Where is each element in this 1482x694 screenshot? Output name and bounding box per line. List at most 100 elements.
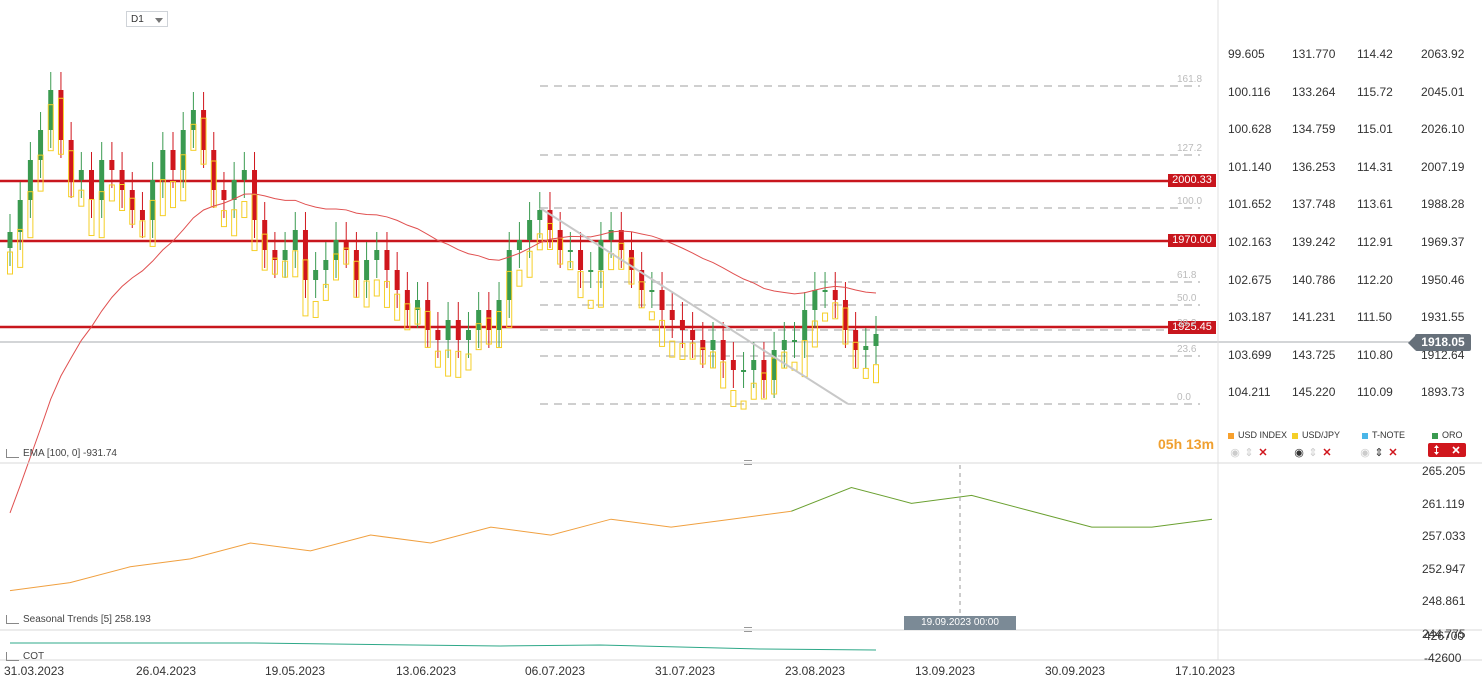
fibonacci-label: 127.2 (1177, 143, 1203, 154)
seasonal-indicator-label[interactable]: Seasonal Trends [5] 258.193 (6, 614, 151, 625)
candle-body (313, 270, 319, 280)
axis-tick-label: 139.242 (1292, 235, 1336, 249)
candle-body (588, 270, 594, 272)
candle-body (201, 110, 207, 150)
usd-jpy-candle (170, 181, 177, 209)
date-tick-label: 23.08.2023 (785, 664, 846, 678)
usd-jpy-candle (730, 390, 737, 408)
axis-tick-label: 102.163 (1228, 235, 1272, 249)
fibonacci-label: 23.6 (1177, 344, 1197, 355)
usd-jpy-candle (659, 319, 666, 347)
candle-body (455, 320, 461, 340)
usd-jpy-candle (475, 323, 482, 351)
current-price-badge: 1918.05 (1408, 334, 1471, 351)
axis-tick-label: 1893.73 (1421, 385, 1465, 400)
candle-body (353, 250, 359, 280)
axis-tick-label: 143.725 (1292, 347, 1336, 362)
level-tag-2[interactable]: 1970.00 (1168, 234, 1216, 247)
usd-jpy-candle (231, 209, 238, 237)
sort-icon[interactable]: ⇕ (1374, 447, 1384, 459)
support-resistance-layer[interactable] (0, 179, 1415, 343)
usd-jpy-candle (333, 253, 340, 281)
axis-tick-label: 140.786 (1292, 272, 1336, 287)
fibonacci-label: 50.0 (1177, 293, 1197, 304)
crosshair-date-tag: 19.09.2023 00:00 (904, 616, 1016, 630)
usd-jpy-candle (577, 271, 584, 299)
axis-tick-label: 100.628 (1228, 122, 1272, 137)
candle-body (628, 250, 634, 270)
candle-body (771, 350, 777, 380)
trend-line (539, 207, 849, 405)
fibonacci-label: 161.8 (1177, 74, 1203, 85)
usd-jpy-candle (17, 228, 24, 268)
axis-tick-label: 252.947 (1422, 561, 1466, 576)
eye-icon[interactable]: ◉ (1294, 447, 1304, 459)
legend-usd-index[interactable]: USD INDEX (1228, 430, 1287, 440)
usd-jpy-candle (47, 104, 54, 152)
candle-body (78, 170, 84, 180)
usd-jpy-candle (302, 259, 309, 317)
usd-jpy-candle (394, 293, 401, 321)
usd-jpy-candle (241, 201, 248, 219)
usd-jpy-candle (373, 279, 380, 297)
axis-tick-label: 111.50 (1357, 310, 1392, 325)
candle-body (842, 300, 848, 330)
candle-body (99, 160, 105, 200)
level-tag-1[interactable]: 2000.33 (1168, 174, 1216, 187)
indicator-icon (6, 614, 19, 624)
legend-t-note[interactable]: T-NOTE (1362, 430, 1405, 440)
date-tick-label: 13.09.2023 (915, 664, 976, 678)
candle-body (649, 290, 655, 292)
candle-body (231, 180, 237, 200)
candle-body (567, 250, 573, 252)
candle-body (853, 330, 859, 350)
candle-body (109, 160, 115, 170)
cot-indicator-label[interactable]: COT (6, 651, 44, 662)
usd-jpy-candle (567, 261, 574, 271)
close-icon[interactable]: ✕ (1258, 447, 1268, 459)
candle-body (384, 250, 390, 270)
candle-body (618, 230, 624, 250)
sort-icon[interactable]: ⇕ (1308, 447, 1318, 459)
legend-oro[interactable]: ORO (1432, 430, 1463, 440)
level-tag-3[interactable]: 1925.45 (1168, 321, 1216, 334)
panel-resize-handle[interactable] (744, 460, 752, 465)
candle-body (863, 346, 869, 350)
seasonal-line-forecast (791, 486, 1213, 528)
usd-jpy-candle (68, 150, 75, 198)
timeframe-select[interactable]: D1 (126, 11, 168, 27)
eye-icon[interactable]: ◉ (1360, 447, 1370, 459)
axis-tick-label: 114.31 (1357, 159, 1393, 174)
candle-body (496, 300, 502, 330)
axis-tick-label: 1912.64 (1421, 347, 1465, 362)
ema-indicator-label[interactable]: EMA [100, 0] -931.74 (6, 448, 117, 459)
usd-jpy-candle (180, 154, 187, 202)
panel-resize-handle[interactable] (744, 627, 752, 632)
candle-body (425, 300, 431, 330)
fibonacci-label: 0.0 (1177, 392, 1191, 403)
candle-body (333, 240, 339, 260)
usd-jpy-candle (628, 257, 635, 285)
candle-body (598, 240, 604, 270)
candle-body (241, 170, 247, 180)
oro-controls[interactable] (1428, 443, 1466, 457)
timeframe-value: D1 (131, 14, 144, 25)
axis-tick-label: 100.116 (1228, 84, 1271, 99)
usd-jpy-candle (852, 341, 859, 369)
candle-body (160, 150, 166, 180)
sort-icon[interactable]: ⇕ (1244, 447, 1254, 459)
usd-jpy-candle (587, 299, 594, 309)
usd-jpy-candle (37, 154, 44, 192)
candle-body (690, 330, 696, 340)
usd-jpy-candle (465, 353, 472, 371)
usd-jpy-candle (78, 189, 85, 207)
usd-jpy-candle (119, 184, 126, 212)
close-icon[interactable]: ✕ (1388, 447, 1398, 459)
axis-tick-label: 115.72 (1357, 84, 1393, 99)
axis-tick-label: 102.675 (1228, 272, 1272, 287)
usd-jpy-candle (251, 194, 258, 252)
legend-usd-jpy[interactable]: USD/JPY (1292, 430, 1340, 440)
close-icon[interactable]: ✕ (1322, 447, 1332, 459)
eye-icon[interactable]: ◉ (1230, 447, 1240, 459)
